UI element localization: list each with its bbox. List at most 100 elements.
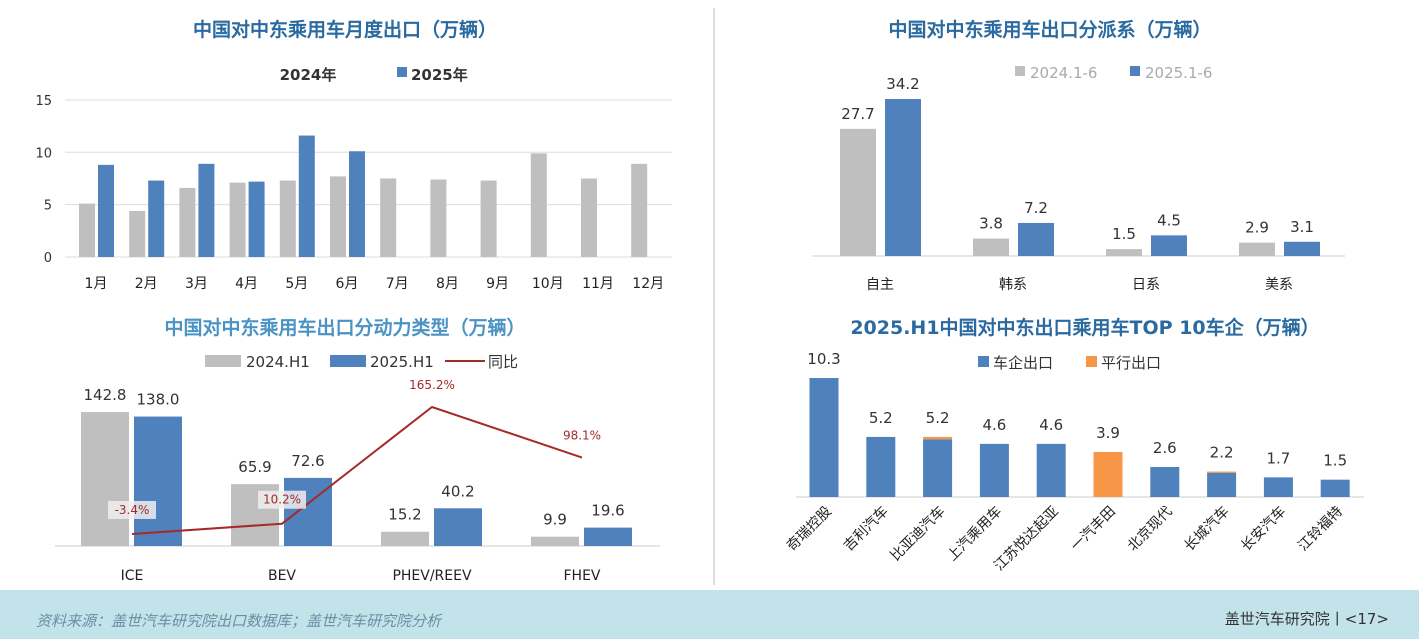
legend-yoy: 同比 — [488, 353, 518, 371]
bar-2025.1-6 — [1284, 241, 1320, 256]
x-tick-label: 江铃福特 — [1295, 504, 1346, 555]
x-tick-label: 吉利汽车 — [840, 503, 892, 555]
y-tick-label: 10 — [35, 146, 52, 161]
x-tick-label: 2月 — [135, 276, 158, 292]
yoy-line — [131, 405, 583, 535]
bar-2025.1-6 — [1151, 235, 1187, 256]
x-tick-label: 7月 — [386, 276, 409, 292]
x-tick-label: 自主 — [866, 277, 894, 293]
y-tick-label: 0 — [44, 251, 52, 266]
bar-2024 — [380, 178, 397, 257]
legend-2025: 2025.1-6 — [1145, 64, 1212, 82]
bar-oem-export — [1207, 472, 1237, 497]
x-tick-label: 8月 — [436, 276, 459, 292]
legend-swatch-2025 — [397, 67, 407, 77]
x-tick-label: 5月 — [285, 276, 308, 292]
bar-parallel-export — [1093, 451, 1123, 497]
bar-2025 — [98, 164, 114, 257]
yoy-label-bg — [108, 500, 156, 519]
yoy-label: 10.2% — [263, 493, 301, 507]
yoy-label: -3.4% — [115, 503, 150, 517]
top10-chart: 10.3奇瑞控股5.2吉利汽车5.2比亚迪汽车4.6上汽乘用车4.6江苏悦达起亚… — [783, 350, 1364, 574]
data-label: 5.2 — [926, 409, 950, 427]
x-tick-label: BEV — [268, 568, 296, 584]
bar-oem-export — [1263, 477, 1293, 497]
bar-2024 — [430, 179, 447, 257]
x-tick-label: 比亚迪汽车 — [887, 503, 949, 565]
bar-2024 — [330, 176, 346, 257]
data-label: 1.5 — [1112, 225, 1136, 243]
bar-2024.H1 — [531, 536, 579, 546]
x-tick-label: ICE — [121, 568, 144, 584]
bar-2025 — [298, 135, 315, 257]
x-tick-label: 4月 — [235, 276, 258, 292]
data-label: 10.3 — [807, 350, 840, 368]
x-tick-label: 6月 — [336, 276, 359, 292]
x-tick-label: 上汽乘用车 — [944, 503, 1006, 565]
x-tick-label: 奇瑞控股 — [783, 503, 835, 555]
bar-2025.H1 — [284, 477, 332, 546]
chart4-title: 2025.H1中国对中东出口乘用车TOP 10车企（万辆） — [850, 316, 1319, 339]
bar-oem-export — [1150, 466, 1180, 497]
bar-oem-export — [1320, 479, 1350, 497]
data-label: 3.1 — [1290, 218, 1314, 236]
bar-2024.1-6 — [840, 128, 876, 256]
bar-2025 — [198, 163, 215, 257]
yoy-label: 98.1% — [563, 429, 601, 443]
data-label: 142.8 — [84, 386, 127, 404]
legend-swatch-2024 — [1015, 66, 1025, 76]
source-note: 资料来源：盖世汽车研究院出口数据库；盖世汽车研究院分析 — [36, 612, 442, 630]
chart2-title: 中国对中东乘用车出口分派系（万辆） — [888, 18, 1211, 41]
brand-origin-chart: 27.7 34.2 自主 3.8 7.2 韩系 1.5 4.5 日系 2.9 3.1 美系 2024.1… — [812, 64, 1345, 293]
chart1-title: 中国对中东乘用车月度出口（万辆） — [193, 18, 497, 41]
data-label: 2.2 — [1210, 444, 1234, 462]
bar-2025.H1 — [584, 527, 632, 546]
bar-oem-export — [809, 378, 839, 497]
bar-2024 — [631, 163, 648, 257]
powertrain-chart: 142.8 138.0 ICE 65.9 72.6 BEV 15.2 40.2 PHEV/REE… — [55, 353, 660, 584]
bar-2024.1-6 — [1106, 249, 1142, 256]
bar-2024 — [179, 187, 196, 257]
data-label: 65.9 — [238, 458, 271, 476]
data-label: 1.7 — [1266, 449, 1290, 467]
data-label: 72.6 — [291, 452, 324, 470]
x-tick-label: 3月 — [185, 276, 208, 292]
bar-oem-export — [923, 439, 953, 497]
bar-2024 — [129, 210, 146, 257]
data-label: 1.5 — [1323, 452, 1347, 470]
legend-2024: 2024.1-6 — [1030, 64, 1097, 82]
x-tick-label: 长安汽车 — [1238, 503, 1290, 555]
legend-2025: 2025.H1 — [370, 353, 434, 371]
bar-2024.1-6 — [973, 238, 1009, 256]
x-tick-label: 9月 — [486, 276, 509, 292]
bar-parallel-export — [923, 436, 953, 440]
data-label: 7.2 — [1024, 199, 1048, 217]
footer: 资料来源：盖世汽车研究院出口数据库；盖世汽车研究院分析 盖世汽车研究院丨<17> — [0, 590, 1419, 639]
bar-2025.1-6 — [1018, 222, 1054, 256]
bar-2024 — [530, 153, 547, 257]
bar-2024 — [79, 203, 95, 257]
x-tick-label: 10月 — [532, 276, 564, 292]
bar-2025.1-6 — [885, 99, 921, 256]
bar-parallel-export — [1207, 471, 1237, 473]
x-tick-label: 北京现代 — [1125, 504, 1176, 555]
bar-2025 — [148, 180, 165, 257]
bar-oem-export — [979, 443, 1009, 497]
legend-swatch-2025 — [330, 355, 366, 367]
x-tick-label: 韩系 — [999, 277, 1027, 293]
chart3-title: 中国对中东乘用车出口分动力类型（万辆） — [164, 316, 525, 339]
data-label: 4.6 — [982, 416, 1006, 434]
yoy-label-bg — [258, 490, 306, 509]
x-tick-label: 1月 — [85, 276, 108, 292]
yoy-label: 165.2% — [409, 378, 455, 392]
bar-2025.H1 — [434, 508, 482, 546]
x-tick-label: 一汽丰田 — [1068, 504, 1119, 555]
bar-2024 — [279, 180, 296, 257]
x-tick-label: 12月 — [632, 276, 664, 292]
bar-oem-export — [866, 436, 896, 497]
x-tick-label: PHEV/REEV — [392, 568, 472, 584]
x-tick-label: 日系 — [1132, 277, 1160, 293]
data-label: 4.6 — [1039, 416, 1063, 434]
data-label: 2.9 — [1245, 219, 1269, 237]
bar-2025 — [349, 151, 365, 257]
